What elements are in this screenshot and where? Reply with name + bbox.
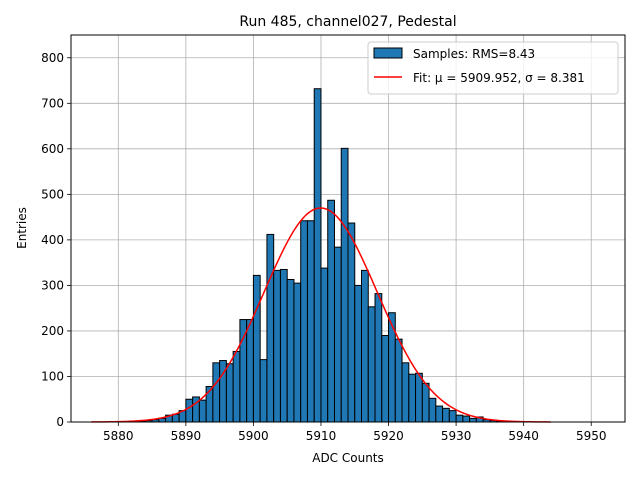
legend-label-samples: Samples: RMS=8.43 (413, 47, 535, 61)
histogram-bar (225, 363, 234, 423)
histogram-bar (293, 282, 302, 423)
x-axis-label: ADC Counts (312, 451, 384, 465)
histogram-bar (367, 306, 376, 423)
plot-frame (70, 34, 626, 423)
histogram-bar (408, 373, 417, 423)
x-tick-label: 5880 (103, 429, 134, 443)
histogram-bar (306, 220, 315, 423)
histogram-bar (462, 415, 471, 423)
histogram-bar (448, 410, 457, 423)
histogram-bar (333, 246, 342, 423)
histogram-bar (212, 362, 221, 423)
x-tick-label: 5910 (306, 429, 337, 443)
histogram-bar (259, 359, 268, 423)
y-tick-label: 100 (41, 369, 64, 383)
histogram-bar (313, 88, 322, 423)
histogram-bar (239, 319, 248, 423)
fit-curve-group (91, 207, 551, 423)
histogram-bar (435, 405, 444, 423)
y-tick-label: 300 (41, 278, 64, 292)
histogram-bar (232, 350, 241, 423)
histogram-bar (198, 399, 207, 423)
histogram-bar (185, 398, 194, 423)
gaussian-fit-curve (91, 207, 551, 423)
histogram-bar (394, 338, 403, 423)
histogram-bar (381, 334, 390, 423)
legend-swatch-samples (373, 47, 403, 59)
histogram-bar (354, 284, 363, 423)
x-axis-ticks: 5880 5890 5900 5910 5920 5930 5940 5950 (103, 422, 606, 443)
legend: Samples: RMS=8.43 Fit: μ = 5909.952, σ =… (367, 41, 619, 95)
histogram-bar (428, 397, 437, 423)
histogram-bar (252, 274, 261, 423)
histogram-bar (347, 222, 356, 423)
legend-label-fit: Fit: μ = 5909.952, σ = 8.381 (413, 71, 585, 85)
histogram-bar (340, 147, 349, 423)
y-axis-label: Entries (15, 207, 29, 249)
chart-title: Run 485, channel027, Pedestal (239, 14, 456, 30)
y-tick-label: 600 (41, 142, 64, 156)
y-tick-label: 700 (41, 96, 64, 110)
y-axis-ticks: 0 100 200 300 400 500 600 700 800 (41, 51, 71, 429)
histogram-bar (300, 220, 308, 423)
histogram-bar (401, 362, 410, 423)
y-tick-label: 400 (41, 233, 64, 247)
y-tick-label: 800 (41, 51, 64, 65)
x-tick-label: 5890 (171, 429, 202, 443)
histogram-bar (469, 417, 477, 423)
histogram-bars (138, 88, 504, 423)
histogram-bar (442, 407, 450, 423)
x-tick-label: 5900 (238, 429, 269, 443)
y-tick-label: 0 (56, 415, 64, 429)
x-tick-label: 5940 (508, 429, 539, 443)
histogram-bar (266, 233, 275, 423)
histogram-bar (273, 269, 281, 423)
legend-box (367, 41, 619, 95)
histogram-bar (246, 319, 254, 423)
x-tick-label: 5920 (373, 429, 404, 443)
y-tick-label: 200 (41, 324, 64, 338)
histogram-bar (327, 199, 335, 423)
histogram-bar (279, 268, 288, 423)
histogram-bar (421, 382, 430, 423)
histogram-bar (286, 278, 295, 423)
y-tick-label: 500 (41, 187, 64, 201)
histogram-bar (415, 372, 423, 423)
histogram-bar (374, 293, 383, 423)
histogram-bar (455, 414, 464, 423)
histogram-bar (361, 269, 369, 423)
histogram-bar (320, 267, 329, 423)
x-tick-label: 5950 (576, 429, 607, 443)
x-tick-label: 5930 (441, 429, 472, 443)
